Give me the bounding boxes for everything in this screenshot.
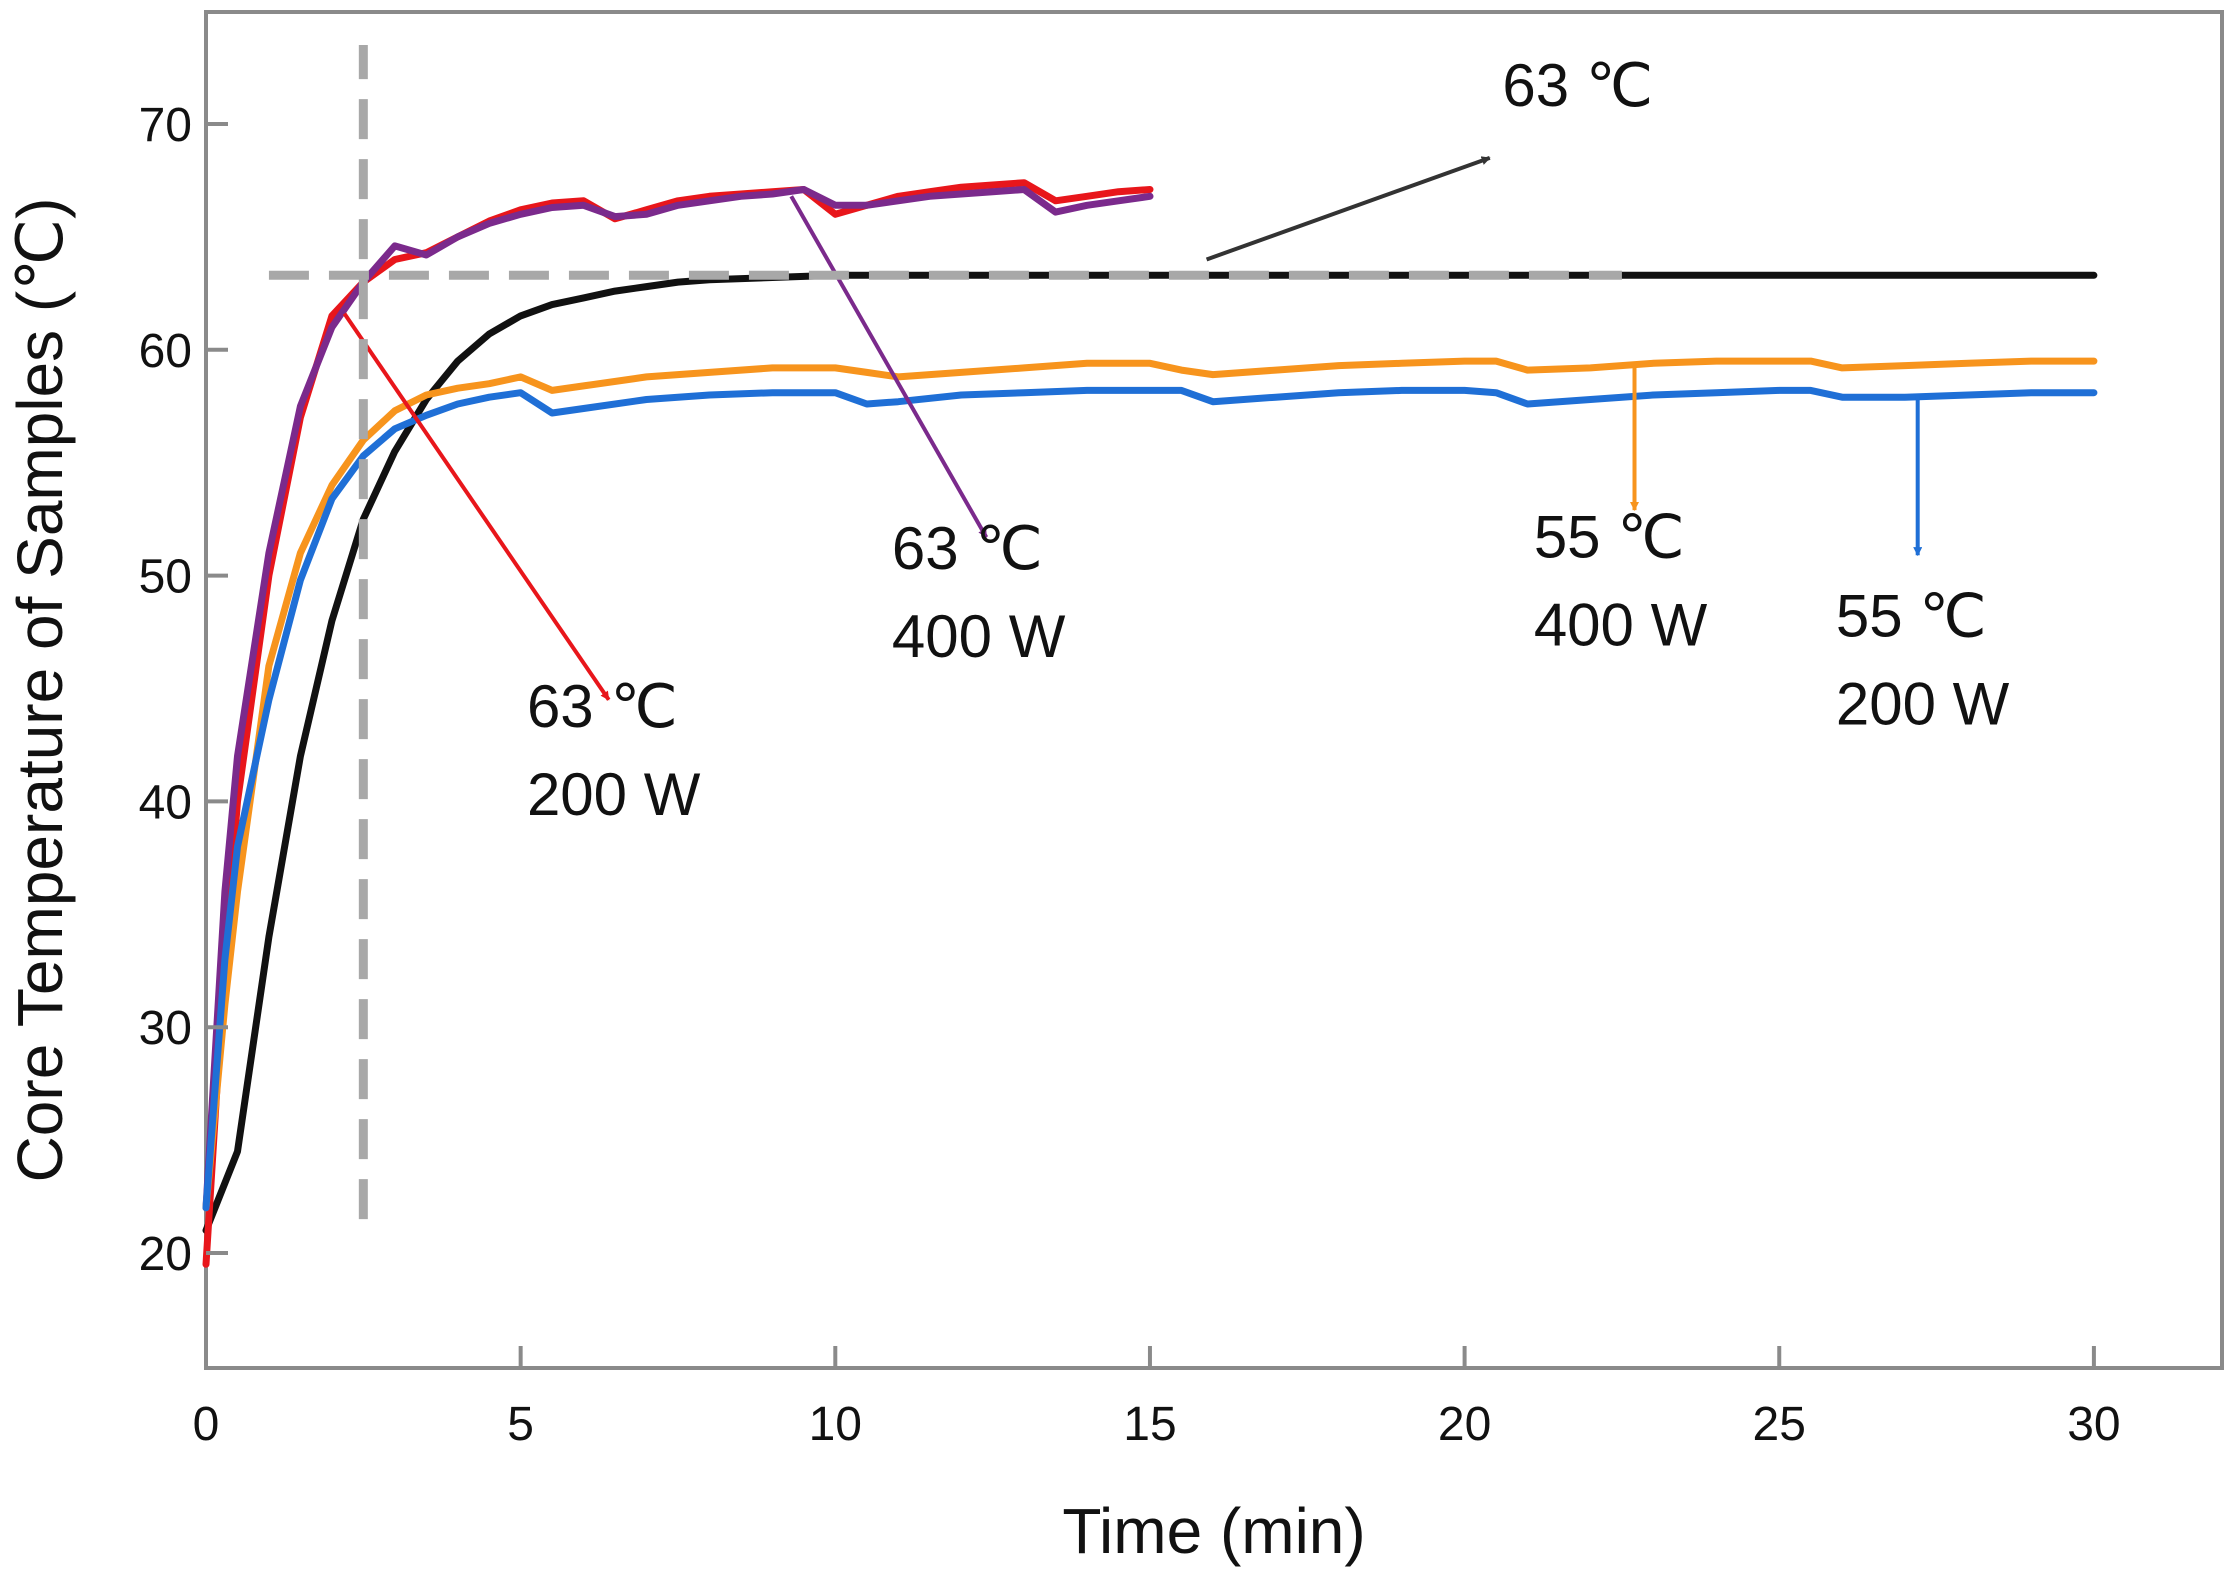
x-tick-label: 15 bbox=[1123, 1398, 1176, 1451]
x-tick-label: 20 bbox=[1438, 1398, 1491, 1451]
annotation-label: 63 ℃ bbox=[1502, 52, 1653, 119]
annotation-arrow bbox=[342, 312, 611, 701]
y-tick-label: 60 bbox=[139, 325, 192, 378]
y-axis-title: Core Temperature of Samples (℃) bbox=[4, 198, 76, 1183]
y-tick-label: 70 bbox=[139, 99, 192, 152]
annotation-label: 63 ℃ bbox=[527, 673, 678, 740]
annotation-label: 63 ℃ bbox=[892, 515, 1043, 582]
y-axis-ticks: 20 30 40 50 60 70 bbox=[139, 99, 228, 1281]
series-line-0 bbox=[202, 271, 2098, 1234]
x-tick-label: 10 bbox=[809, 1398, 862, 1451]
annotations-layer: 63 ℃ 63 ℃ 400 W 63 ℃ 200 W 55 ℃ 400 W 55 ℃ 200 W bbox=[342, 52, 2010, 828]
annotation-label: 400 W bbox=[1534, 592, 1708, 659]
annotation-label: 200 W bbox=[1836, 671, 2010, 738]
x-axis-ticks: 0 5 10 15 20 25 30 bbox=[193, 1346, 2121, 1451]
y-tick-label: 50 bbox=[139, 551, 192, 604]
annotation-arrow bbox=[789, 195, 989, 539]
x-tick-label: 0 bbox=[193, 1398, 220, 1451]
x-tick-label: 30 bbox=[2067, 1398, 2120, 1451]
series-line-1 bbox=[202, 179, 1154, 1268]
annotation-label: 55 ℃ bbox=[1534, 504, 1685, 571]
plot-frame bbox=[204, 10, 2224, 1370]
x-axis-title: Time (min) bbox=[1062, 1495, 1365, 1567]
annotation-label: 200 W bbox=[527, 761, 701, 828]
y-tick-label: 30 bbox=[139, 1002, 192, 1055]
series-line-3 bbox=[202, 357, 2098, 1212]
series-layer bbox=[202, 179, 2098, 1268]
y-tick-label: 20 bbox=[139, 1228, 192, 1281]
x-tick-label: 5 bbox=[507, 1398, 534, 1451]
y-tick-label: 40 bbox=[139, 776, 192, 829]
x-tick-label: 25 bbox=[1753, 1398, 1806, 1451]
series-line-2 bbox=[202, 186, 1154, 1212]
annotation-label: 400 W bbox=[892, 603, 1066, 670]
series-line-4 bbox=[202, 386, 2098, 1212]
annotation-arrow bbox=[1205, 155, 1491, 262]
annotation-label: 55 ℃ bbox=[1836, 583, 1987, 650]
